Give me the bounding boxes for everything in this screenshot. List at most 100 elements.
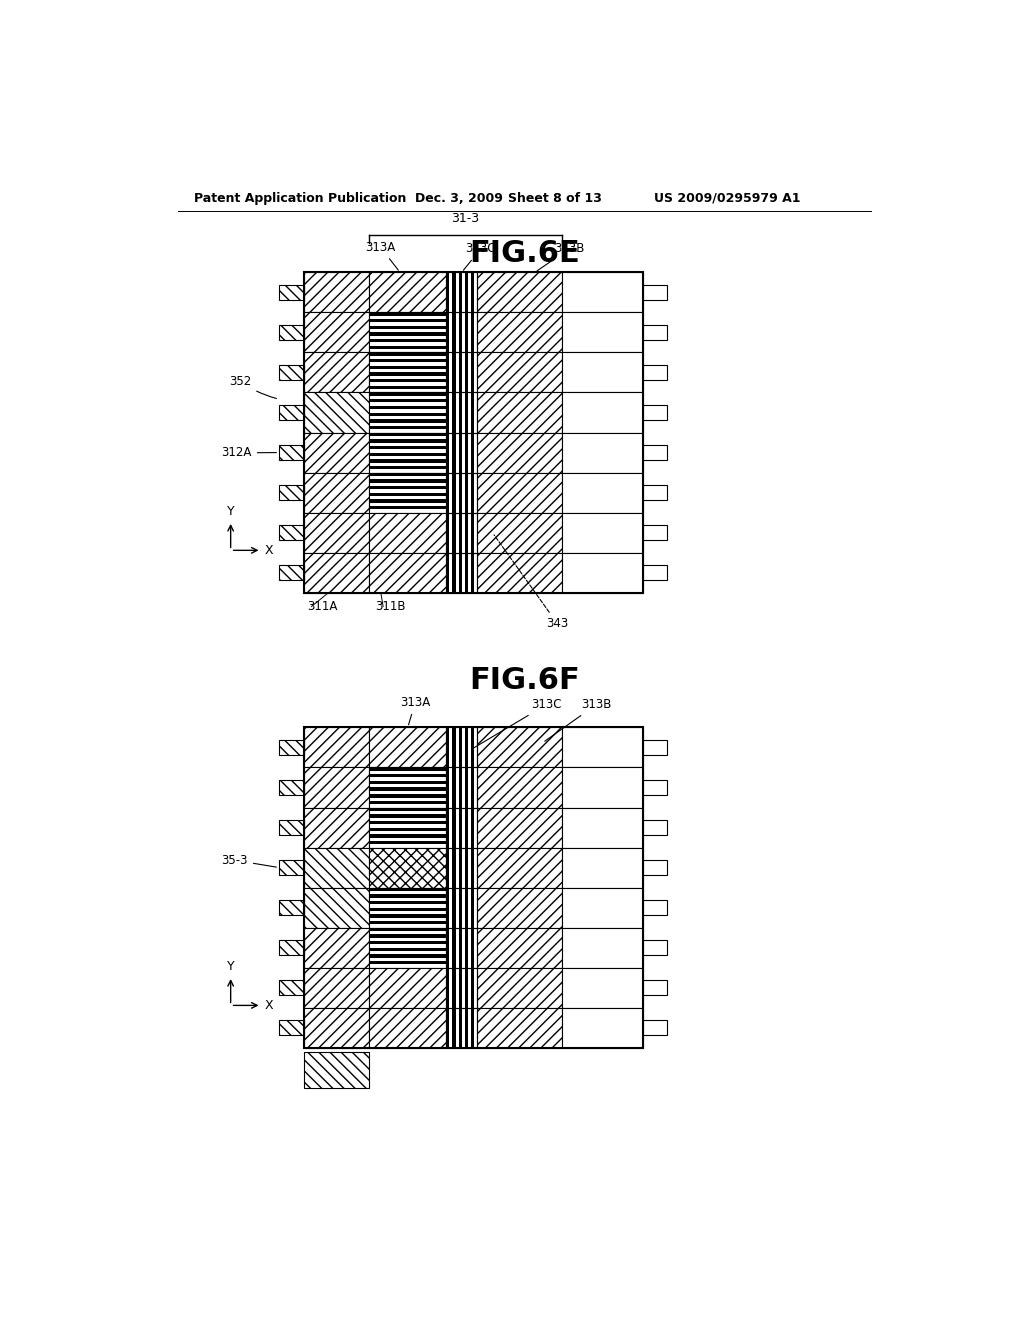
Bar — [370, 449, 446, 453]
Bar — [474, 313, 477, 352]
Bar — [477, 727, 562, 767]
Bar — [477, 808, 562, 847]
Bar — [370, 908, 446, 911]
Bar — [643, 364, 668, 380]
Bar — [370, 510, 446, 512]
Bar — [453, 968, 456, 1007]
Bar — [459, 433, 462, 473]
Bar — [562, 1007, 643, 1048]
Bar — [477, 352, 562, 392]
Bar — [370, 403, 446, 405]
Bar — [370, 416, 446, 420]
Bar — [280, 364, 304, 380]
Bar — [304, 272, 643, 593]
Bar — [477, 767, 562, 808]
Bar — [446, 968, 477, 1007]
Bar — [477, 887, 562, 928]
Bar — [465, 313, 468, 352]
Bar — [453, 727, 456, 767]
Bar — [370, 356, 446, 359]
Bar — [465, 473, 468, 512]
Bar — [304, 808, 370, 847]
Bar — [643, 445, 668, 461]
Bar — [446, 272, 450, 313]
Bar — [453, 808, 456, 847]
Bar — [468, 313, 471, 352]
Bar — [370, 506, 446, 510]
Bar — [304, 433, 370, 473]
Bar — [562, 352, 643, 392]
Bar — [474, 392, 477, 433]
Bar — [465, 887, 468, 928]
Bar — [280, 979, 304, 995]
Bar — [562, 727, 643, 767]
Bar — [465, 272, 468, 313]
Bar — [562, 767, 643, 808]
Bar — [370, 473, 446, 477]
Bar — [471, 313, 474, 352]
Bar — [562, 847, 643, 887]
Bar — [468, 968, 471, 1007]
Bar — [562, 272, 643, 313]
Bar — [474, 433, 477, 473]
Bar — [370, 319, 446, 322]
Bar — [304, 553, 370, 593]
Bar — [370, 272, 446, 313]
Bar — [370, 313, 446, 315]
Bar — [370, 830, 446, 834]
Bar — [462, 727, 465, 767]
Bar — [462, 1007, 465, 1048]
Bar — [370, 921, 446, 924]
Bar — [456, 473, 459, 512]
Bar — [370, 817, 446, 821]
Bar — [370, 399, 446, 403]
Text: Y: Y — [227, 506, 234, 517]
Bar — [459, 887, 462, 928]
Bar — [370, 422, 446, 426]
Bar — [462, 808, 465, 847]
Bar — [450, 392, 453, 433]
Bar — [370, 904, 446, 908]
Bar — [474, 887, 477, 928]
Bar — [643, 565, 668, 581]
Bar — [370, 801, 446, 804]
Bar — [446, 727, 450, 767]
Bar — [370, 453, 446, 455]
Bar — [465, 512, 468, 553]
Bar — [562, 928, 643, 968]
Bar — [562, 808, 643, 847]
Bar — [446, 928, 477, 968]
Bar — [453, 767, 456, 808]
Bar — [450, 313, 453, 352]
Text: 313B: 313B — [545, 698, 611, 742]
Text: 313B: 313B — [538, 243, 585, 271]
Bar — [468, 767, 471, 808]
Bar — [370, 462, 446, 466]
Bar — [471, 767, 474, 808]
Bar — [304, 887, 370, 928]
Bar — [477, 392, 562, 433]
Bar — [370, 781, 446, 784]
Bar — [462, 352, 465, 392]
Bar — [474, 968, 477, 1007]
Bar — [304, 727, 643, 1048]
Bar — [304, 1007, 370, 1048]
Bar — [450, 928, 453, 968]
Bar — [370, 902, 446, 904]
Bar — [370, 433, 446, 436]
Bar — [471, 272, 474, 313]
Bar — [462, 968, 465, 1007]
Bar — [465, 847, 468, 887]
Bar — [450, 808, 453, 847]
Bar — [370, 727, 446, 767]
Bar — [450, 553, 453, 593]
Bar — [562, 512, 643, 553]
Bar — [474, 767, 477, 808]
Bar — [446, 767, 450, 808]
Bar — [450, 887, 453, 928]
Bar — [456, 887, 459, 928]
Bar — [280, 565, 304, 581]
Bar — [370, 911, 446, 915]
Bar — [459, 968, 462, 1007]
Bar — [370, 405, 446, 409]
